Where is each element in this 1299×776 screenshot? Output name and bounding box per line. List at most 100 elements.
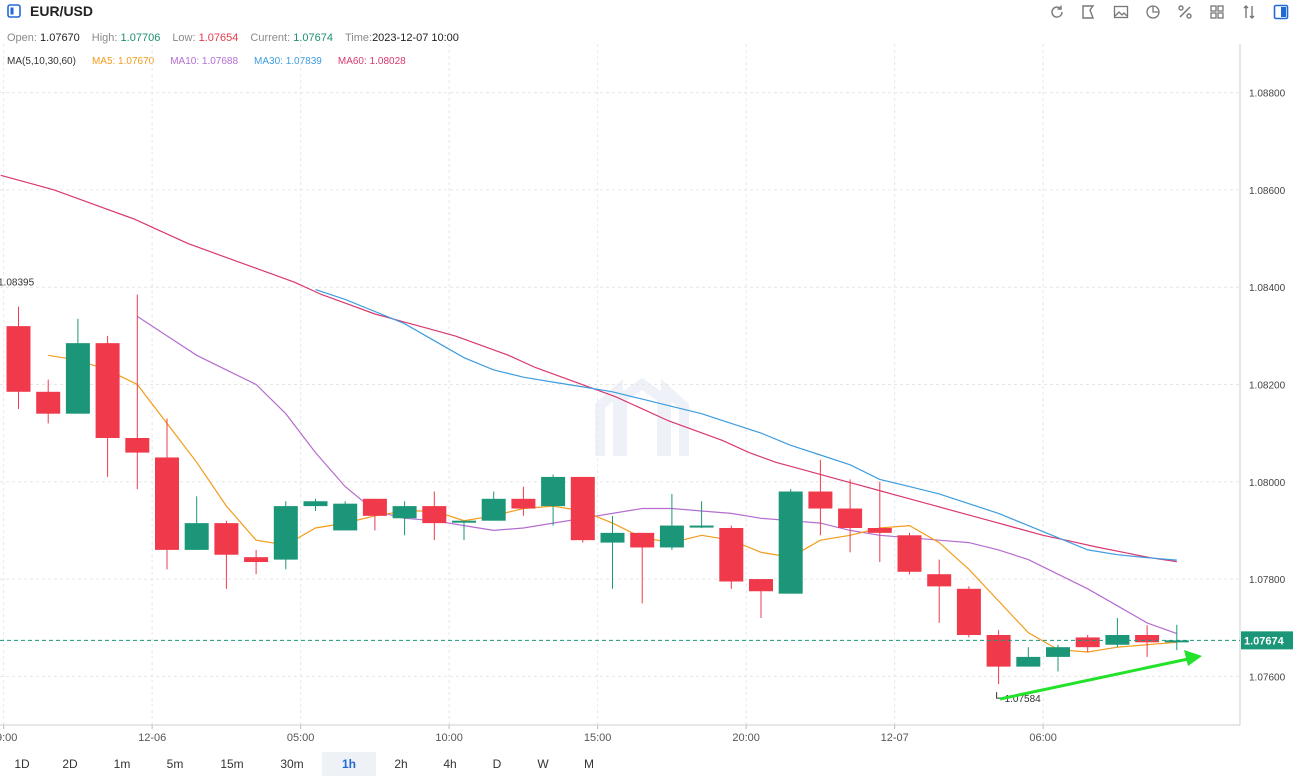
- toolbar: [1047, 2, 1291, 22]
- candlestick-chart[interactable]: 1.07600 1.07800 1.08000 1.08200 1.08400 1.086…: [0, 44, 1299, 752]
- timeframe-2h[interactable]: 2h: [394, 757, 408, 771]
- symbol-title: EUR/USD: [30, 3, 94, 19]
- candle-body[interactable]: [214, 523, 239, 555]
- low-marker-icon: [996, 692, 1001, 699]
- ma30-legend: MA30: 1.07839: [254, 56, 322, 67]
- low-label: Low:: [172, 32, 196, 44]
- timeframe-d[interactable]: D: [492, 757, 502, 771]
- ma60-line: [0, 174, 1177, 563]
- x-tick-label: 15:00: [584, 732, 612, 744]
- candle-body[interactable]: [659, 525, 684, 548]
- candle-body[interactable]: [481, 498, 506, 521]
- candle-body[interactable]: [155, 457, 179, 550]
- x-tick-label: 10:00: [435, 732, 463, 744]
- percent-icon[interactable]: [1175, 2, 1195, 22]
- time-label: Time:: [344, 32, 373, 44]
- candle-body[interactable]: [452, 520, 476, 523]
- candle-body[interactable]: [927, 574, 952, 587]
- candle-body[interactable]: [362, 498, 387, 516]
- candle-body[interactable]: [986, 635, 1011, 667]
- candle-body[interactable]: [244, 557, 269, 563]
- x-tick-label: 20:00: [732, 732, 760, 744]
- candle-body[interactable]: [1135, 635, 1160, 643]
- candle-body[interactable]: [630, 532, 655, 548]
- pie-chart-icon[interactable]: [1143, 2, 1163, 22]
- candle-body[interactable]: [65, 343, 90, 414]
- drawing-icon[interactable]: [1079, 2, 1099, 22]
- candle-body[interactable]: [511, 498, 536, 509]
- x-tick-label: 12-07: [881, 732, 909, 744]
- low-value: 1.07654: [198, 32, 239, 44]
- candle-body[interactable]: [897, 535, 922, 572]
- candle-body[interactable]: [1075, 637, 1100, 648]
- timeframe-m[interactable]: M: [584, 757, 594, 771]
- open-value: 1.07670: [40, 32, 80, 44]
- candle-body[interactable]: [95, 343, 120, 439]
- candle-body[interactable]: [422, 506, 447, 524]
- y-tick-label: 1.07600: [1249, 672, 1286, 683]
- candle-body[interactable]: [184, 523, 209, 550]
- candle-body[interactable]: [1164, 640, 1189, 643]
- candle-body[interactable]: [392, 506, 417, 519]
- candle-body[interactable]: [333, 503, 358, 531]
- ma30-start-label: 1.08395: [0, 278, 35, 289]
- timeframe-5m[interactable]: 5m: [166, 757, 184, 771]
- candle-body[interactable]: [1046, 647, 1070, 657]
- timeframe-15m[interactable]: 15m: [220, 757, 244, 771]
- y-tick-label: 1.08200: [1249, 381, 1286, 392]
- timeframe-1h[interactable]: 1h: [322, 752, 376, 776]
- candle-body[interactable]: [303, 501, 328, 507]
- y-tick-label: 1.08400: [1249, 283, 1286, 294]
- candle-body[interactable]: [956, 588, 981, 636]
- ma60-legend: MA60: 1.08028: [337, 56, 406, 67]
- timeframe-1d[interactable]: 1D: [14, 757, 30, 771]
- grid-icon[interactable]: [1207, 2, 1227, 22]
- timeframe-w[interactable]: W: [537, 757, 549, 771]
- candle-body[interactable]: [808, 491, 833, 509]
- candle-body[interactable]: [6, 326, 31, 392]
- y-tick-label: 1.08800: [1249, 89, 1286, 100]
- candle-body[interactable]: [1105, 635, 1130, 645]
- candle-body[interactable]: [778, 491, 803, 594]
- candle-body[interactable]: [1016, 656, 1041, 667]
- chart-header: EUR/USD: [0, 0, 1299, 24]
- compare-icon[interactable]: [1239, 2, 1259, 22]
- low-marker-label: 1.07584: [1005, 694, 1042, 705]
- ma-legend-title: MA(5,10,30,60): [7, 56, 76, 67]
- candle-body[interactable]: [749, 579, 773, 592]
- image-icon[interactable]: [1111, 2, 1131, 22]
- candle-body[interactable]: [541, 476, 566, 507]
- x-tick-label: 19:00: [0, 732, 17, 744]
- x-tick-label: 12-06: [138, 732, 166, 744]
- ma10-line: [136, 315, 1178, 635]
- candle-body[interactable]: [719, 527, 744, 582]
- x-tick-label: 05:00: [287, 732, 315, 744]
- candle-body[interactable]: [600, 532, 625, 543]
- x-tick-label: 06:00: [1029, 732, 1057, 744]
- candle-body[interactable]: [689, 525, 714, 528]
- candle-body[interactable]: [273, 506, 298, 560]
- ohlc-info: Open: 1.07670 High: 1.07706 Low: 1.07654…: [7, 32, 459, 44]
- candle-body[interactable]: [36, 391, 61, 414]
- current-price-tag: [1241, 631, 1293, 650]
- timeframe-1m[interactable]: 1m: [113, 757, 131, 771]
- timeframe-2d[interactable]: 2D: [62, 757, 78, 771]
- trend-arrow-line: [999, 657, 1189, 701]
- open-label: Open:: [7, 32, 37, 44]
- ma-legend: MA(5,10,30,60) MA5: 1.07670 MA10: 1.0768…: [7, 56, 406, 67]
- panel-icon[interactable]: [1271, 2, 1291, 22]
- symbol-icon: [7, 4, 21, 18]
- candle-body[interactable]: [570, 476, 595, 541]
- ma30-line: [315, 289, 1177, 561]
- candle-body[interactable]: [838, 508, 863, 528]
- timeframe-4h[interactable]: 4h: [443, 757, 457, 771]
- candle-body[interactable]: [867, 527, 892, 533]
- y-tick-label: 1.08000: [1249, 478, 1286, 489]
- timeframe-30m[interactable]: 30m: [280, 757, 304, 771]
- watermark-logo: [595, 377, 689, 456]
- candle-body[interactable]: [125, 438, 150, 453]
- ma10-legend: MA10: 1.07688: [170, 56, 239, 67]
- timeframe-bar: 1D 2D 1m 5m 15m 30m 1h 2h 4h D W M: [0, 752, 612, 776]
- high-label: High:: [91, 32, 118, 44]
- refresh-icon[interactable]: [1047, 2, 1067, 22]
